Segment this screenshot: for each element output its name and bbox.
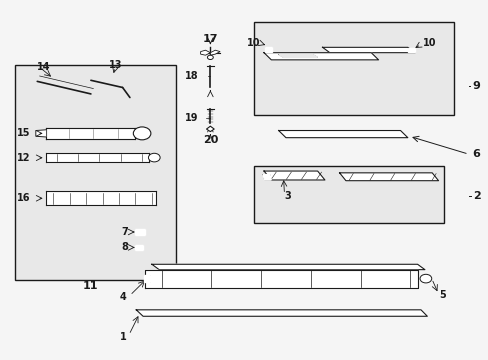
Polygon shape	[210, 50, 220, 55]
Polygon shape	[136, 310, 427, 316]
Text: 5: 5	[439, 291, 446, 301]
Text: 3: 3	[284, 191, 291, 201]
Text: 15: 15	[18, 129, 31, 138]
Circle shape	[133, 127, 151, 140]
Text: 10: 10	[422, 38, 435, 48]
Polygon shape	[278, 54, 317, 57]
Polygon shape	[339, 173, 438, 181]
Text: 7: 7	[122, 227, 128, 237]
Text: 16: 16	[18, 193, 31, 203]
Polygon shape	[263, 175, 271, 180]
Text: 9: 9	[472, 81, 480, 91]
Polygon shape	[152, 264, 424, 270]
Circle shape	[419, 274, 431, 283]
Polygon shape	[265, 47, 271, 51]
Circle shape	[207, 55, 213, 59]
Polygon shape	[264, 171, 325, 180]
Text: 17: 17	[202, 35, 218, 44]
Text: 1: 1	[120, 332, 126, 342]
FancyBboxPatch shape	[254, 22, 453, 116]
Polygon shape	[200, 50, 210, 55]
Text: 19: 19	[184, 113, 198, 123]
Polygon shape	[143, 275, 150, 282]
Text: 6: 6	[472, 149, 480, 159]
Text: 8: 8	[122, 242, 128, 252]
Polygon shape	[135, 245, 143, 250]
Polygon shape	[278, 131, 407, 138]
FancyBboxPatch shape	[254, 166, 444, 223]
Text: 14: 14	[37, 62, 51, 72]
Circle shape	[148, 153, 160, 162]
Text: 12: 12	[18, 153, 31, 163]
Polygon shape	[36, 130, 45, 137]
Polygon shape	[322, 47, 414, 53]
Polygon shape	[407, 48, 414, 51]
Text: 20: 20	[202, 135, 218, 145]
Text: 4: 4	[120, 292, 126, 302]
Text: 18: 18	[184, 71, 198, 81]
Text: 11: 11	[83, 281, 99, 291]
Text: 10: 10	[246, 38, 260, 48]
Polygon shape	[144, 270, 417, 288]
Text: 13: 13	[108, 60, 122, 70]
Text: 2: 2	[472, 191, 480, 201]
Polygon shape	[264, 53, 378, 60]
FancyBboxPatch shape	[15, 65, 176, 280]
Polygon shape	[206, 126, 214, 132]
Polygon shape	[135, 229, 144, 234]
